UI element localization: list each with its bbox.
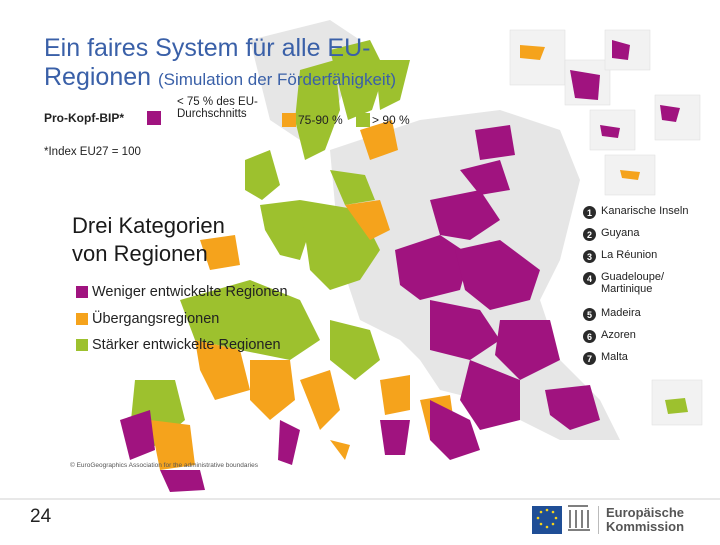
index-note: *Index EU27 = 100 [44,146,141,158]
copyright-note: © EuroGeographics Association for the ad… [70,462,258,469]
list-item: 6 Azoren [583,329,713,351]
outermost-regions-list: 1 Kanarische Inseln 2 Guyana 3 La Réunio… [583,205,713,373]
category-swatch [76,313,88,325]
region-name: Guadeloupe/ Martinique [601,271,664,295]
less-developed-regions [120,125,600,492]
legend-label-more-developed: > 90 % [372,113,410,127]
legend-label-transition: 75-90 % [298,113,343,127]
ec-logo-icon [532,505,599,534]
region-name: Malta [601,351,628,363]
ec-wordmark: Europäische Kommission [606,505,685,534]
region-number: 5 [583,308,596,321]
category-less-developed: Weniger entwickelte Regionen [76,284,288,300]
list-item: 1 Kanarische Inseln [583,205,713,227]
page-subtitle: (Simulation der Förderfähigkeit) [157,70,397,89]
region-number: 2 [583,228,596,241]
list-item: 7 Malta [583,351,713,373]
region-name: Azoren [601,329,636,341]
region-name: La Réunion [601,249,658,261]
page-title: Ein faires System für alle EU-Regionen (… [44,34,397,91]
legend-label-less-developed: < 75 % des EU-Durchschnitts [177,96,258,120]
ec-logo [528,498,720,540]
footer-divider [0,498,720,500]
category-more-developed: Stärker entwickelte Regionen [76,337,281,353]
category-label: Weniger entwickelte Regionen [92,284,288,300]
region-number: 4 [583,272,596,285]
category-swatch [76,339,88,351]
region-number: 1 [583,206,596,219]
category-swatch [76,286,88,298]
category-label: Stärker entwickelte Regionen [92,337,281,353]
region-name: Madeira [601,307,641,319]
region-name: Kanarische Inseln [601,205,689,217]
legend-swatch-less-developed [147,111,161,125]
legend-swatch-transition [282,113,296,127]
list-item: 3 La Réunion [583,249,713,271]
region-number: 3 [583,250,596,263]
transition-regions [150,120,455,470]
category-label: Übergangsregionen [92,311,220,327]
page-number: 24 [30,506,52,527]
inset-regions [520,40,688,414]
list-item: 5 Madeira [583,307,713,329]
region-number: 6 [583,330,596,343]
gdp-label: Pro-Kopf-BIP* [44,111,124,125]
category-transition: Übergangsregionen [76,311,219,327]
legend-swatch-more-developed [356,113,370,127]
list-item: 4 Guadeloupe/ Martinique [583,271,713,307]
list-item: 2 Guyana [583,227,713,249]
categories-heading: Drei Kategorien von Regionen [72,213,225,266]
region-name: Guyana [601,227,640,239]
region-number: 7 [583,352,596,365]
